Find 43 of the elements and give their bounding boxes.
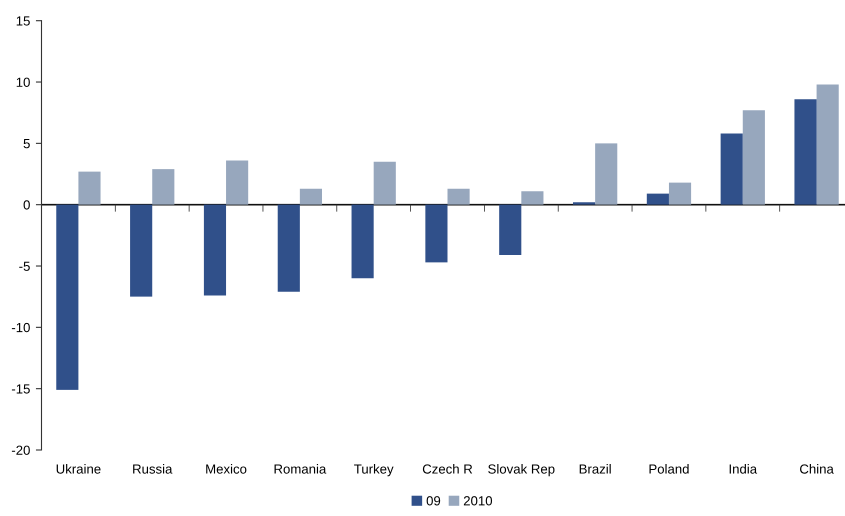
y-tick-label: 15 [16,16,30,26]
x-tick-label: Slovak Rep [488,464,555,476]
y-tick-label: 5 [24,139,30,148]
x-tick-label: China [800,464,834,474]
bar [204,204,226,296]
x-tick-label: Mexico [206,464,246,474]
bar [521,191,544,205]
bar [278,204,300,292]
x-tick-label: Poland [649,464,689,474]
bar [130,204,152,297]
bar [78,172,101,205]
y-tick-label: 0 [24,200,30,210]
x-tick-label: Ukraine [56,464,101,474]
bar [646,194,669,205]
x-tick-label: Brazil [580,464,611,474]
y-tick-label: -15 [12,384,30,394]
y-tick-label: -20 [12,446,30,455]
y-tick-label: -5 [19,262,30,271]
x-tick-label: Russia [133,464,172,474]
bar [794,99,817,205]
bar [226,160,248,205]
x-tick-label: Czech R [422,464,472,474]
y-tick-label: 10 [16,78,30,87]
bar [668,182,692,205]
bar [742,110,765,205]
bar [816,84,839,205]
bar [448,188,470,205]
bar [374,162,396,205]
bar [352,204,374,278]
bar [572,202,596,205]
bar [152,169,174,205]
y-tick-label: -10 [12,322,30,332]
bar [300,188,322,205]
legend-label: 2010 [464,496,492,506]
bar [499,204,522,255]
bar [425,204,448,262]
bar [720,134,743,205]
x-tick-label: India [730,464,758,474]
legend-label: 09 [426,496,440,506]
bar [595,143,618,205]
x-tick-label: Turkey [354,464,394,476]
bar [56,204,78,390]
x-tick-label: Romania [274,464,326,474]
